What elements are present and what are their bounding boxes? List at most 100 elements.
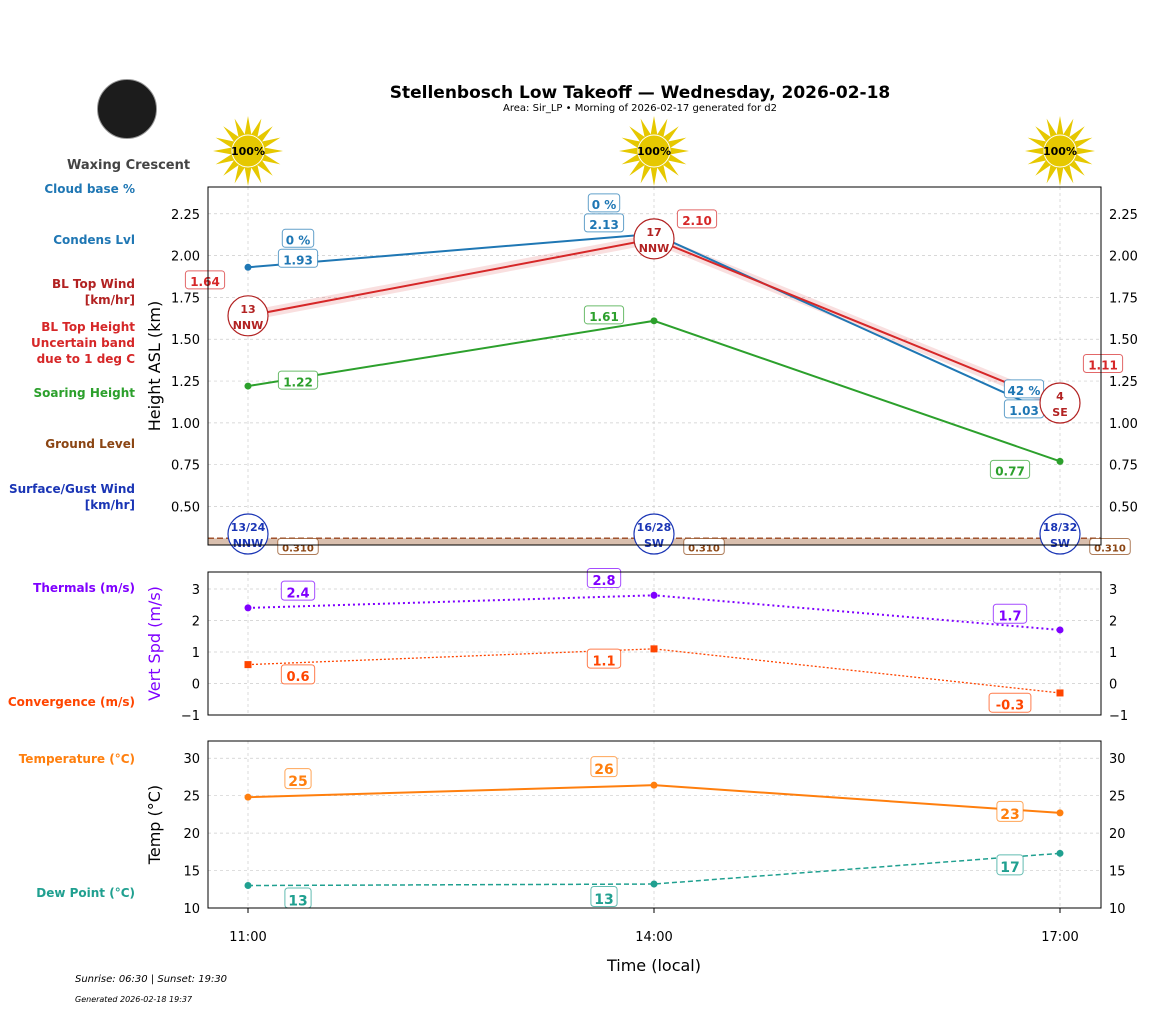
y-tick-label: 2 — [192, 615, 200, 630]
surface-wind-icon — [1039, 513, 1081, 555]
generated-time: Generated 2026-02-18 19:37 — [75, 995, 193, 1004]
surface-wind-dir: SW — [1050, 537, 1070, 550]
temperature-label: 26 — [594, 762, 613, 778]
y-tick-label-right: 10 — [1109, 902, 1126, 917]
surface-wind-icon — [227, 513, 269, 555]
bl-wind-dir: SE — [1052, 406, 1067, 419]
sun-percent: 100% — [1043, 145, 1077, 158]
soaring-label-box — [277, 370, 319, 390]
x-tick-label: 11:00 — [229, 930, 266, 945]
soaring-label: 1.22 — [283, 375, 313, 389]
y-tick-label: 10 — [183, 902, 200, 917]
dewpoint-point — [650, 880, 658, 888]
legend-label: Condens Lvl — [53, 233, 135, 247]
cloud-pct-label: 0 % — [286, 233, 311, 247]
y-tick-label: 25 — [183, 790, 200, 805]
y-tick-label-right: 25 — [1109, 790, 1126, 805]
plot-frame — [207, 740, 1102, 909]
convergence-point — [650, 645, 658, 653]
condens-label: 2.13 — [589, 218, 619, 232]
condens-label-box — [277, 248, 319, 268]
y-tick-label-right: 1.50 — [1109, 333, 1138, 348]
y-tick-label: 1 — [192, 646, 200, 661]
convergence-label-box — [280, 664, 316, 685]
y-tick-label-right: 0.50 — [1109, 501, 1138, 516]
bl-top-label-box — [676, 209, 718, 229]
surface-wind-speed: 13/24 — [231, 521, 266, 534]
legend-label: Soaring Height — [33, 386, 136, 400]
condens-label-box — [583, 213, 625, 233]
surface-wind-speed: 18/32 — [1043, 521, 1078, 534]
condens-lvl-point — [244, 263, 252, 271]
y-tick-label: 1.75 — [171, 291, 200, 306]
bl-wind-dir: NNW — [233, 319, 264, 332]
plot-frame — [207, 186, 1102, 546]
bl-wind-speed: 17 — [646, 226, 661, 239]
ground-label: 0.310 — [688, 544, 720, 555]
y-tick-label: 20 — [183, 827, 200, 842]
bl-wind-dir: NNW — [639, 242, 670, 255]
bl-top-label: 1.11 — [1088, 359, 1118, 373]
ground-label: 0.310 — [282, 544, 314, 555]
temperature-label: 23 — [1000, 807, 1019, 823]
thermal-label-box — [586, 568, 622, 589]
bl-wind-icon — [227, 295, 269, 337]
convergence-label-box — [586, 648, 622, 669]
y-axis-label: Temp (°C) — [145, 785, 164, 865]
thermal-label-box — [992, 603, 1028, 624]
y-tick-label-right: 0 — [1109, 678, 1117, 693]
sun-disc — [637, 134, 671, 168]
dewpoint-label-box — [590, 886, 618, 908]
y-tick-label: 15 — [183, 865, 200, 880]
soaring-label: 0.77 — [995, 465, 1025, 479]
y-tick-label-right: 30 — [1109, 752, 1126, 767]
y-tick-label: 0 — [192, 678, 200, 693]
y-tick-label-right: 1.00 — [1109, 417, 1138, 432]
y-tick-label-right: 3 — [1109, 583, 1117, 598]
legend-label: Ground Level — [45, 437, 135, 451]
surface-wind-icon — [633, 513, 675, 555]
ground-label: 0.310 — [1094, 544, 1126, 555]
bl-wind-icon — [1039, 382, 1081, 424]
legend-label: BL Top Wind [km/hr] — [51, 277, 135, 307]
bl-top-label: 2.10 — [682, 214, 712, 228]
moon-phase: Waxing Crescent — [67, 158, 191, 173]
legend-label: BL Top Height Uncertain band due to 1 de… — [31, 320, 135, 366]
sun-disc — [231, 134, 265, 168]
legend-label: Cloud base % — [44, 182, 135, 196]
sun-percent: 100% — [637, 145, 671, 158]
sun-percent: 100% — [231, 145, 265, 158]
y-tick-label: 1.00 — [171, 417, 200, 432]
y-tick-label: 1.25 — [171, 375, 200, 390]
cloud-pct-label: 0 % — [592, 198, 617, 212]
soaring-label-box — [583, 305, 625, 325]
thermals-point — [244, 604, 252, 612]
dewpoint-label: 13 — [288, 893, 307, 909]
convergence-point — [244, 661, 252, 669]
y-tick-label: 3 — [192, 583, 200, 598]
surface-wind-dir: SW — [644, 537, 664, 550]
soaring-label-box — [989, 459, 1031, 479]
y-tick-label-right: 2.25 — [1109, 208, 1138, 223]
cloud-pct-label-box — [281, 228, 315, 248]
y-tick-label: −1 — [181, 709, 200, 724]
thermals-point — [1056, 626, 1064, 634]
moon-icon — [97, 79, 157, 139]
y-tick-label-right: −1 — [1109, 709, 1128, 724]
y-tick-label-right: 1.75 — [1109, 291, 1138, 306]
dewpoint-point — [244, 882, 252, 890]
thermal-label: 2.4 — [286, 586, 309, 601]
page-subtitle: Area: Sir_LP • Morning of 2026-02-17 gen… — [503, 103, 777, 114]
legend-label: Convergence (m/s) — [7, 695, 135, 709]
y-tick-label-right: 15 — [1109, 865, 1126, 880]
sun-disc — [1043, 134, 1077, 168]
y-tick-label: 0.75 — [171, 459, 200, 474]
temperature-point — [1056, 809, 1064, 817]
y-tick-label-right: 1.25 — [1109, 375, 1138, 390]
y-tick-label-right: 2 — [1109, 615, 1117, 630]
soaring-height-point — [244, 382, 252, 390]
surface-wind-speed: 16/28 — [637, 521, 672, 534]
condens-label: 1.03 — [1009, 404, 1039, 418]
bl-wind-icon — [633, 218, 675, 260]
